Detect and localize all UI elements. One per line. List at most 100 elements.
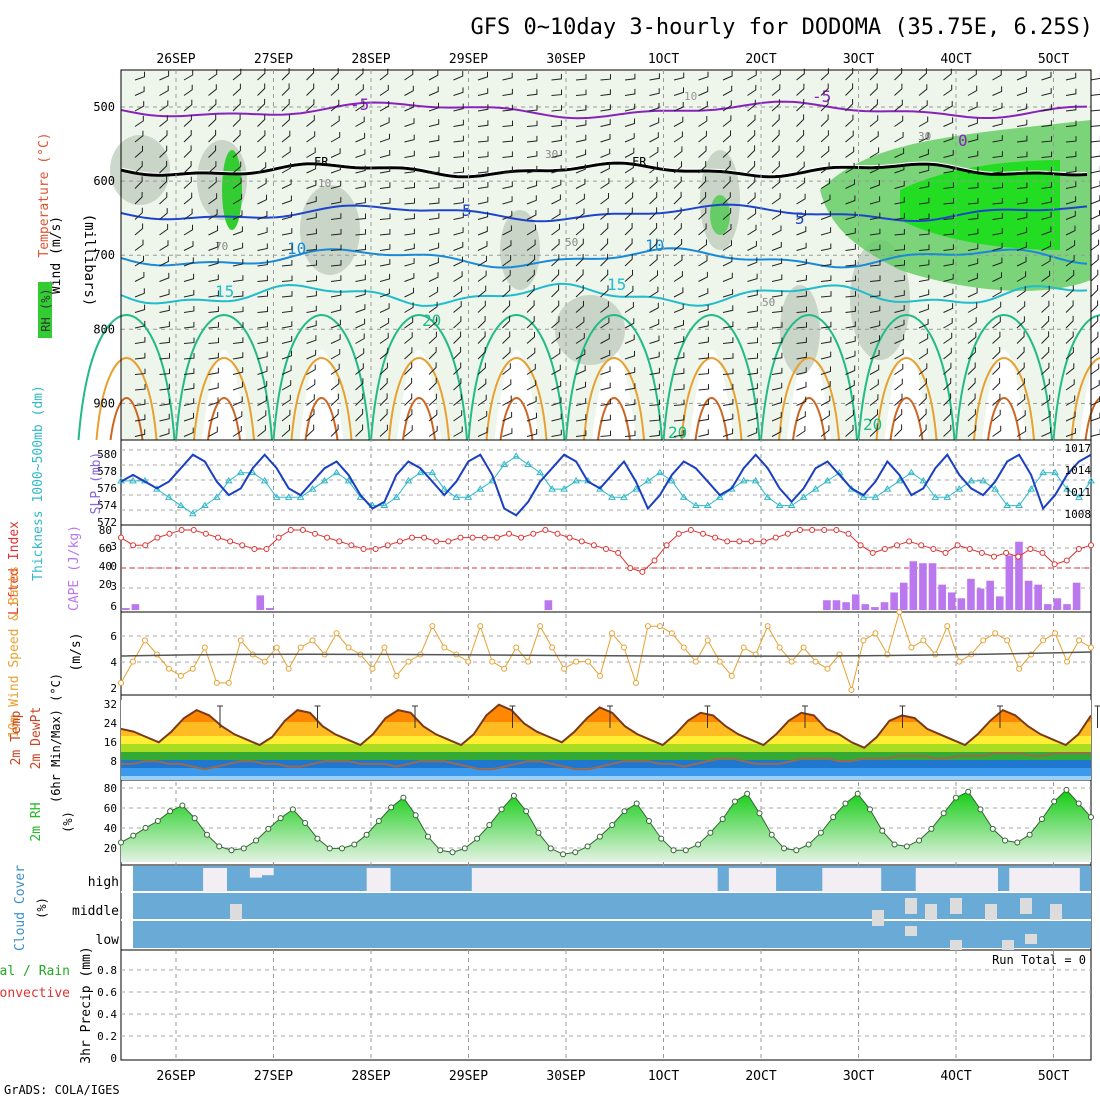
wind-barb — [649, 73, 660, 81]
wind-barb — [428, 301, 438, 313]
wind-barb — [624, 207, 633, 220]
cloud-high-gap — [541, 868, 555, 892]
wind-barb — [624, 254, 633, 267]
lifted-index-line-point — [190, 527, 197, 533]
rh2m-line-point — [584, 843, 591, 850]
wind-barb — [183, 289, 195, 298]
freezing-level — [120, 161, 1088, 179]
wind-barb — [257, 395, 267, 406]
wind-barb — [526, 254, 536, 267]
rh2m-line-point — [682, 847, 689, 854]
wind-barb — [943, 332, 953, 344]
wind-barb — [624, 430, 636, 437]
wind-barb — [820, 351, 832, 360]
wind-barb — [502, 136, 513, 143]
wind-barb — [257, 351, 268, 360]
wind-barb — [771, 114, 780, 127]
wind-barb — [575, 349, 586, 360]
wind-barb — [845, 146, 855, 158]
wind-barb — [1090, 105, 1100, 112]
wind-barb — [600, 134, 611, 143]
wind-barb — [600, 398, 611, 406]
thickness-line-point — [919, 476, 928, 484]
wind-barb — [355, 424, 364, 437]
lifted-index-line-point — [178, 527, 185, 533]
wind-barb — [649, 270, 658, 282]
thickness-line-point — [464, 493, 473, 500]
wind-barb — [477, 120, 489, 127]
wind-barb — [747, 398, 758, 406]
temp-minmax-bar — [509, 705, 516, 728]
wind-barb — [698, 304, 709, 313]
wind-barb — [330, 148, 341, 158]
wind-barb — [1041, 331, 1050, 344]
wind-barb — [649, 102, 660, 112]
wind-barb — [208, 337, 219, 344]
rh2m-line-point — [228, 847, 235, 854]
wind-barb — [869, 320, 881, 329]
wind-barb — [232, 381, 243, 391]
cloud-high-gap — [495, 868, 508, 892]
thickness-line-point — [679, 493, 688, 500]
wind-barb — [379, 318, 390, 329]
wind-barb — [379, 150, 391, 158]
wind-barb — [306, 290, 317, 298]
wind-barb — [698, 71, 709, 81]
wind-barb — [894, 244, 905, 251]
wind-barb — [134, 255, 144, 267]
wind-barb — [159, 100, 169, 112]
wind-barb — [526, 347, 536, 360]
wind-barb — [820, 410, 830, 422]
wind10-speed-line-point — [992, 630, 999, 637]
rh2m-line-point — [989, 825, 996, 832]
wind-barb — [453, 87, 464, 96]
cape-bar — [880, 602, 889, 610]
wind-barb — [526, 396, 537, 406]
wind-barb — [379, 244, 391, 251]
slp-label: SLP (mb) — [89, 452, 104, 515]
wind-barb — [355, 304, 366, 313]
rh2m-line-point — [793, 847, 800, 854]
rh2m-line-point — [633, 800, 640, 807]
cloud-high-gap — [518, 868, 531, 892]
wind-barb — [771, 352, 783, 360]
wind-barb — [796, 130, 805, 143]
wind-barb — [404, 287, 414, 298]
cloud-high-gap — [261, 868, 274, 876]
wind10-speed-line-point — [920, 637, 927, 644]
wind-barb — [894, 305, 905, 313]
wind-barb — [208, 306, 219, 313]
wind10-speed-line-point — [429, 623, 436, 630]
wind-barb — [796, 411, 806, 422]
wind-barb — [894, 424, 903, 437]
wind-barb — [1041, 226, 1052, 236]
wind-barb — [477, 136, 489, 143]
rh2m-line-point — [216, 843, 223, 850]
wind-barb — [820, 259, 832, 267]
wind-barb — [404, 102, 415, 112]
wind-barb — [649, 207, 658, 220]
wind-barb — [820, 336, 832, 344]
isotherm-30 — [889, 396, 924, 441]
wind-barb — [232, 210, 243, 220]
wind-barb — [355, 333, 365, 344]
cloud-high-gap — [366, 868, 379, 892]
wind-barb — [796, 258, 807, 267]
precip-convective-label: Convective — [0, 986, 70, 1001]
wind-barb — [208, 322, 219, 329]
wind-barb — [183, 321, 195, 329]
thickness-line-point — [895, 476, 904, 484]
wind-barb — [967, 118, 978, 127]
wind-barb — [600, 208, 609, 220]
wind-barb — [575, 333, 585, 344]
wind-barb — [526, 151, 538, 158]
wind-barb — [502, 347, 511, 360]
lifted-index-line-point — [748, 538, 755, 545]
wind-barb — [722, 240, 732, 251]
wind-barb — [869, 131, 879, 143]
wind-barb — [722, 321, 734, 329]
wind-barb — [649, 88, 660, 96]
wind-barb — [355, 348, 365, 360]
wind-barb — [208, 412, 219, 422]
wind-barb — [722, 413, 734, 422]
